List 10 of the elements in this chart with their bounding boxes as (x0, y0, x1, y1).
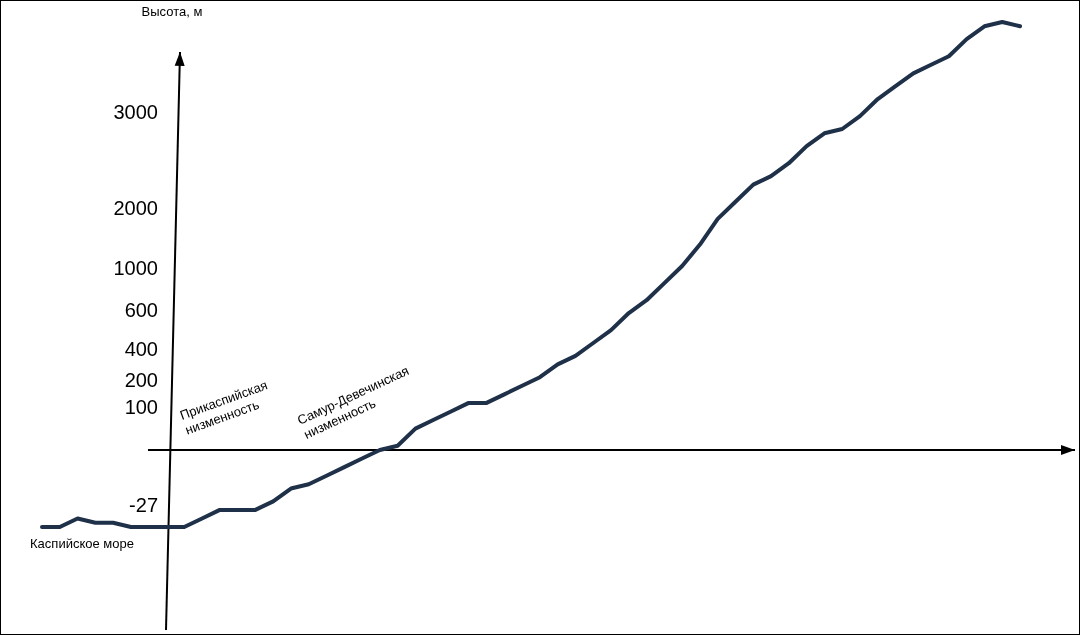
annotation: 200 (124, 369, 158, 391)
text: Каспийское море (30, 536, 134, 551)
annotation: -27 (129, 494, 158, 516)
annotation: 100 (124, 396, 158, 418)
annotation: 600 (124, 299, 158, 321)
y-axis-title: Высота, м (141, 4, 203, 19)
annotation: 2000 (113, 197, 158, 219)
annotation: 1000 (113, 257, 158, 279)
annotation: 3000 (113, 101, 158, 123)
annotation: 400 (124, 338, 158, 360)
